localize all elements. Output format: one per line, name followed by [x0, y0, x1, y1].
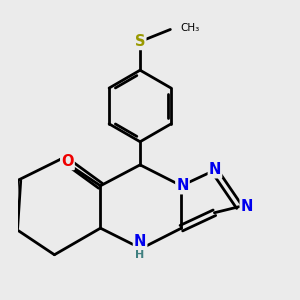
Text: N: N: [134, 234, 146, 249]
Text: N: N: [209, 162, 221, 177]
Text: N: N: [176, 178, 189, 193]
Text: O: O: [61, 154, 74, 169]
Text: N: N: [241, 199, 253, 214]
Text: H: H: [136, 250, 145, 260]
Text: S: S: [135, 34, 145, 49]
Text: CH₃: CH₃: [180, 23, 200, 33]
